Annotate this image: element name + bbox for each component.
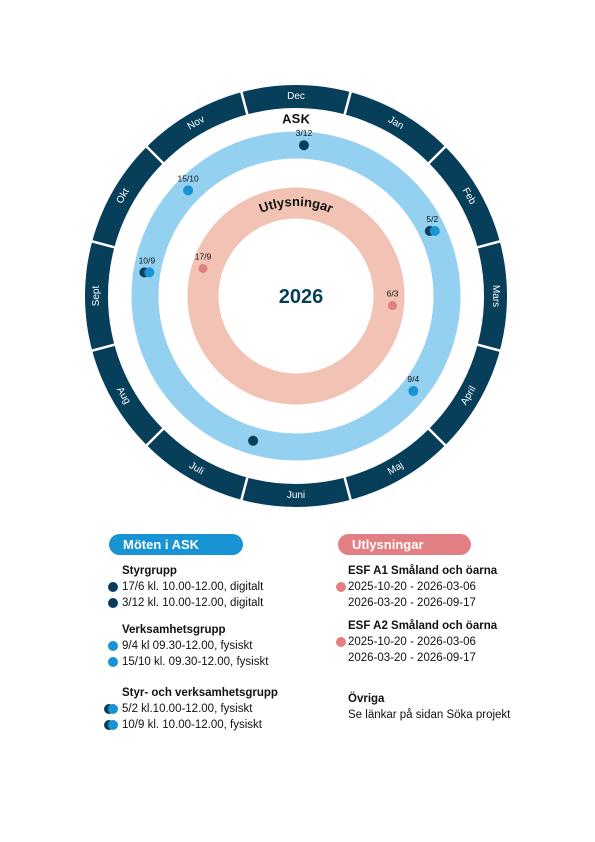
legend-group-title: Övriga xyxy=(348,693,385,705)
utlysningar-ring xyxy=(187,187,405,405)
annual-wheel: JanFebMarsAprilMajJuniJuliAugSeptOktNovD… xyxy=(85,85,507,507)
legend-group-title: Verksamhetsgrupp xyxy=(122,624,226,636)
month-separator xyxy=(145,145,165,165)
legend-group-esf-a1: ESF A1 Småland och öarna 2025-10-20 - 20… xyxy=(336,564,497,611)
month-separator xyxy=(427,427,447,447)
legend-item: 15/10 kl. 09.30-12.00, fysiskt xyxy=(104,654,268,670)
meeting-dot-icon xyxy=(108,598,118,608)
legend-group-title: ESF A2 Småland och öarna xyxy=(348,620,498,632)
legend-item-text: 2025-10-20 - 2026-03-06 xyxy=(348,636,476,648)
marker-date-label: 3/12 xyxy=(296,128,313,138)
marker-date-label: 5/2 xyxy=(426,214,438,224)
legend-item: 17/6 kl. 10.00-12.00, digitalt xyxy=(104,579,263,595)
meeting-dot-icon xyxy=(108,704,118,714)
year-label: 2026 xyxy=(279,286,324,308)
legend-item: 2026-03-20 - 2026-09-17 xyxy=(336,650,497,666)
meeting-dot-icon xyxy=(108,657,118,667)
legend-group-title: Styr- och verksamhetsgrupp xyxy=(122,687,278,699)
meeting-marker-light xyxy=(144,267,155,278)
legend-item-text: 3/12 kl. 10.00-12.00, digitalt xyxy=(122,597,264,609)
meeting-marker xyxy=(248,435,259,446)
legend-group-styr-och-verksamhetsgrupp: Styr- och verksamhetsgrupp 5/2 kl.10.00-… xyxy=(104,686,278,733)
month-ring: JanFebMarsAprilMajJuniJuliAugSeptOktNovD… xyxy=(85,85,507,507)
call-marker xyxy=(198,263,208,273)
month-separator xyxy=(476,239,502,249)
ask-ring-label: ASK xyxy=(282,111,311,127)
ask-legend-header: Möten i ASK xyxy=(109,534,243,555)
month-label: Sept xyxy=(91,285,102,306)
marker-date-label: 6/3 xyxy=(387,289,399,299)
month-separator xyxy=(476,343,502,353)
legend-item-text: 9/4 kl 09.30-12.00, fysiskt xyxy=(122,640,253,652)
marker-date-label: 15/10 xyxy=(177,173,199,183)
legend-group-styrgrupp: Styrgrupp 17/6 kl. 10.00-12.00, digitalt… xyxy=(104,564,263,611)
meeting-marker-light xyxy=(429,225,440,236)
call-dot-icon xyxy=(336,582,346,592)
month-separator xyxy=(145,427,165,447)
legend-group-title: Styrgrupp xyxy=(122,565,177,577)
month-label: Mars xyxy=(490,285,501,307)
month-separator xyxy=(90,239,116,249)
legend-item: 5/2 kl.10.00-12.00, fysiskt xyxy=(104,701,278,717)
meeting-marker xyxy=(408,386,419,397)
legend-item: 2026-03-20 - 2026-09-17 xyxy=(336,595,497,611)
utlysningar-legend-header: Utlysningar xyxy=(338,534,471,555)
legend-group-title: ESF A1 Småland och öarna xyxy=(348,565,498,577)
legend-item-text: 2026-03-20 - 2026-09-17 xyxy=(348,652,476,664)
legend-item: 2025-10-20 - 2026-03-06 xyxy=(336,579,497,595)
month-separator xyxy=(343,476,353,502)
month-separator xyxy=(427,145,447,165)
meeting-dot-icon xyxy=(108,720,118,730)
month-ring-band xyxy=(85,85,507,507)
marker-date-label: 10/9 xyxy=(139,255,156,265)
ask-ring xyxy=(131,131,461,461)
legend-item-text: 15/10 kl. 09.30-12.00, fysiskt xyxy=(122,656,269,668)
month-separator xyxy=(239,476,249,502)
event-markers: 3/12 5/2 15/10 9/4 10/9 6/3 17/9 xyxy=(139,128,440,446)
meeting-marker xyxy=(183,185,194,196)
legend-item: 9/4 kl 09.30-12.00, fysiskt xyxy=(104,638,268,654)
legend-item: 2025-10-20 - 2026-03-06 xyxy=(336,634,497,650)
legend-item-text: 17/6 kl. 10.00-12.00, digitalt xyxy=(122,581,264,593)
legend-group-esf-a2: ESF A2 Småland och öarna 2025-10-20 - 20… xyxy=(336,619,497,666)
call-marker xyxy=(388,301,398,311)
legend-item: 3/12 kl. 10.00-12.00, digitalt xyxy=(104,595,263,611)
legend-item-text: 10/9 kl. 10.00-12.00, fysiskt xyxy=(122,719,262,731)
legend-item-text: 2026-03-20 - 2026-09-17 xyxy=(348,597,476,609)
utlysningar-ring-label: Utlysningar xyxy=(257,194,335,216)
month-label: Juni xyxy=(287,490,305,501)
call-dot-icon xyxy=(336,637,346,647)
marker-date-label: 17/9 xyxy=(195,251,212,261)
legend-group-verksamhetsgrupp: Verksamhetsgrupp 9/4 kl 09.30-12.00, fys… xyxy=(104,623,268,670)
month-label: Dec xyxy=(287,91,305,102)
month-separator xyxy=(90,343,116,353)
legend-item-text: 2025-10-20 - 2026-03-06 xyxy=(348,581,476,593)
legend-item-text: Se länkar på sidan Söka projekt xyxy=(348,709,511,721)
marker-date-label: 9/4 xyxy=(407,374,419,384)
legend-item: 10/9 kl. 10.00-12.00, fysiskt xyxy=(104,717,278,733)
meeting-dot-icon xyxy=(108,582,118,592)
legend-group-ovriga: Övriga Se länkar på sidan Söka projekt xyxy=(336,692,510,723)
meeting-dot-icon xyxy=(108,641,118,651)
month-separator xyxy=(343,90,353,116)
month-separator xyxy=(239,90,249,116)
legend-item-text: 5/2 kl.10.00-12.00, fysiskt xyxy=(122,703,253,715)
meeting-marker xyxy=(298,140,309,151)
